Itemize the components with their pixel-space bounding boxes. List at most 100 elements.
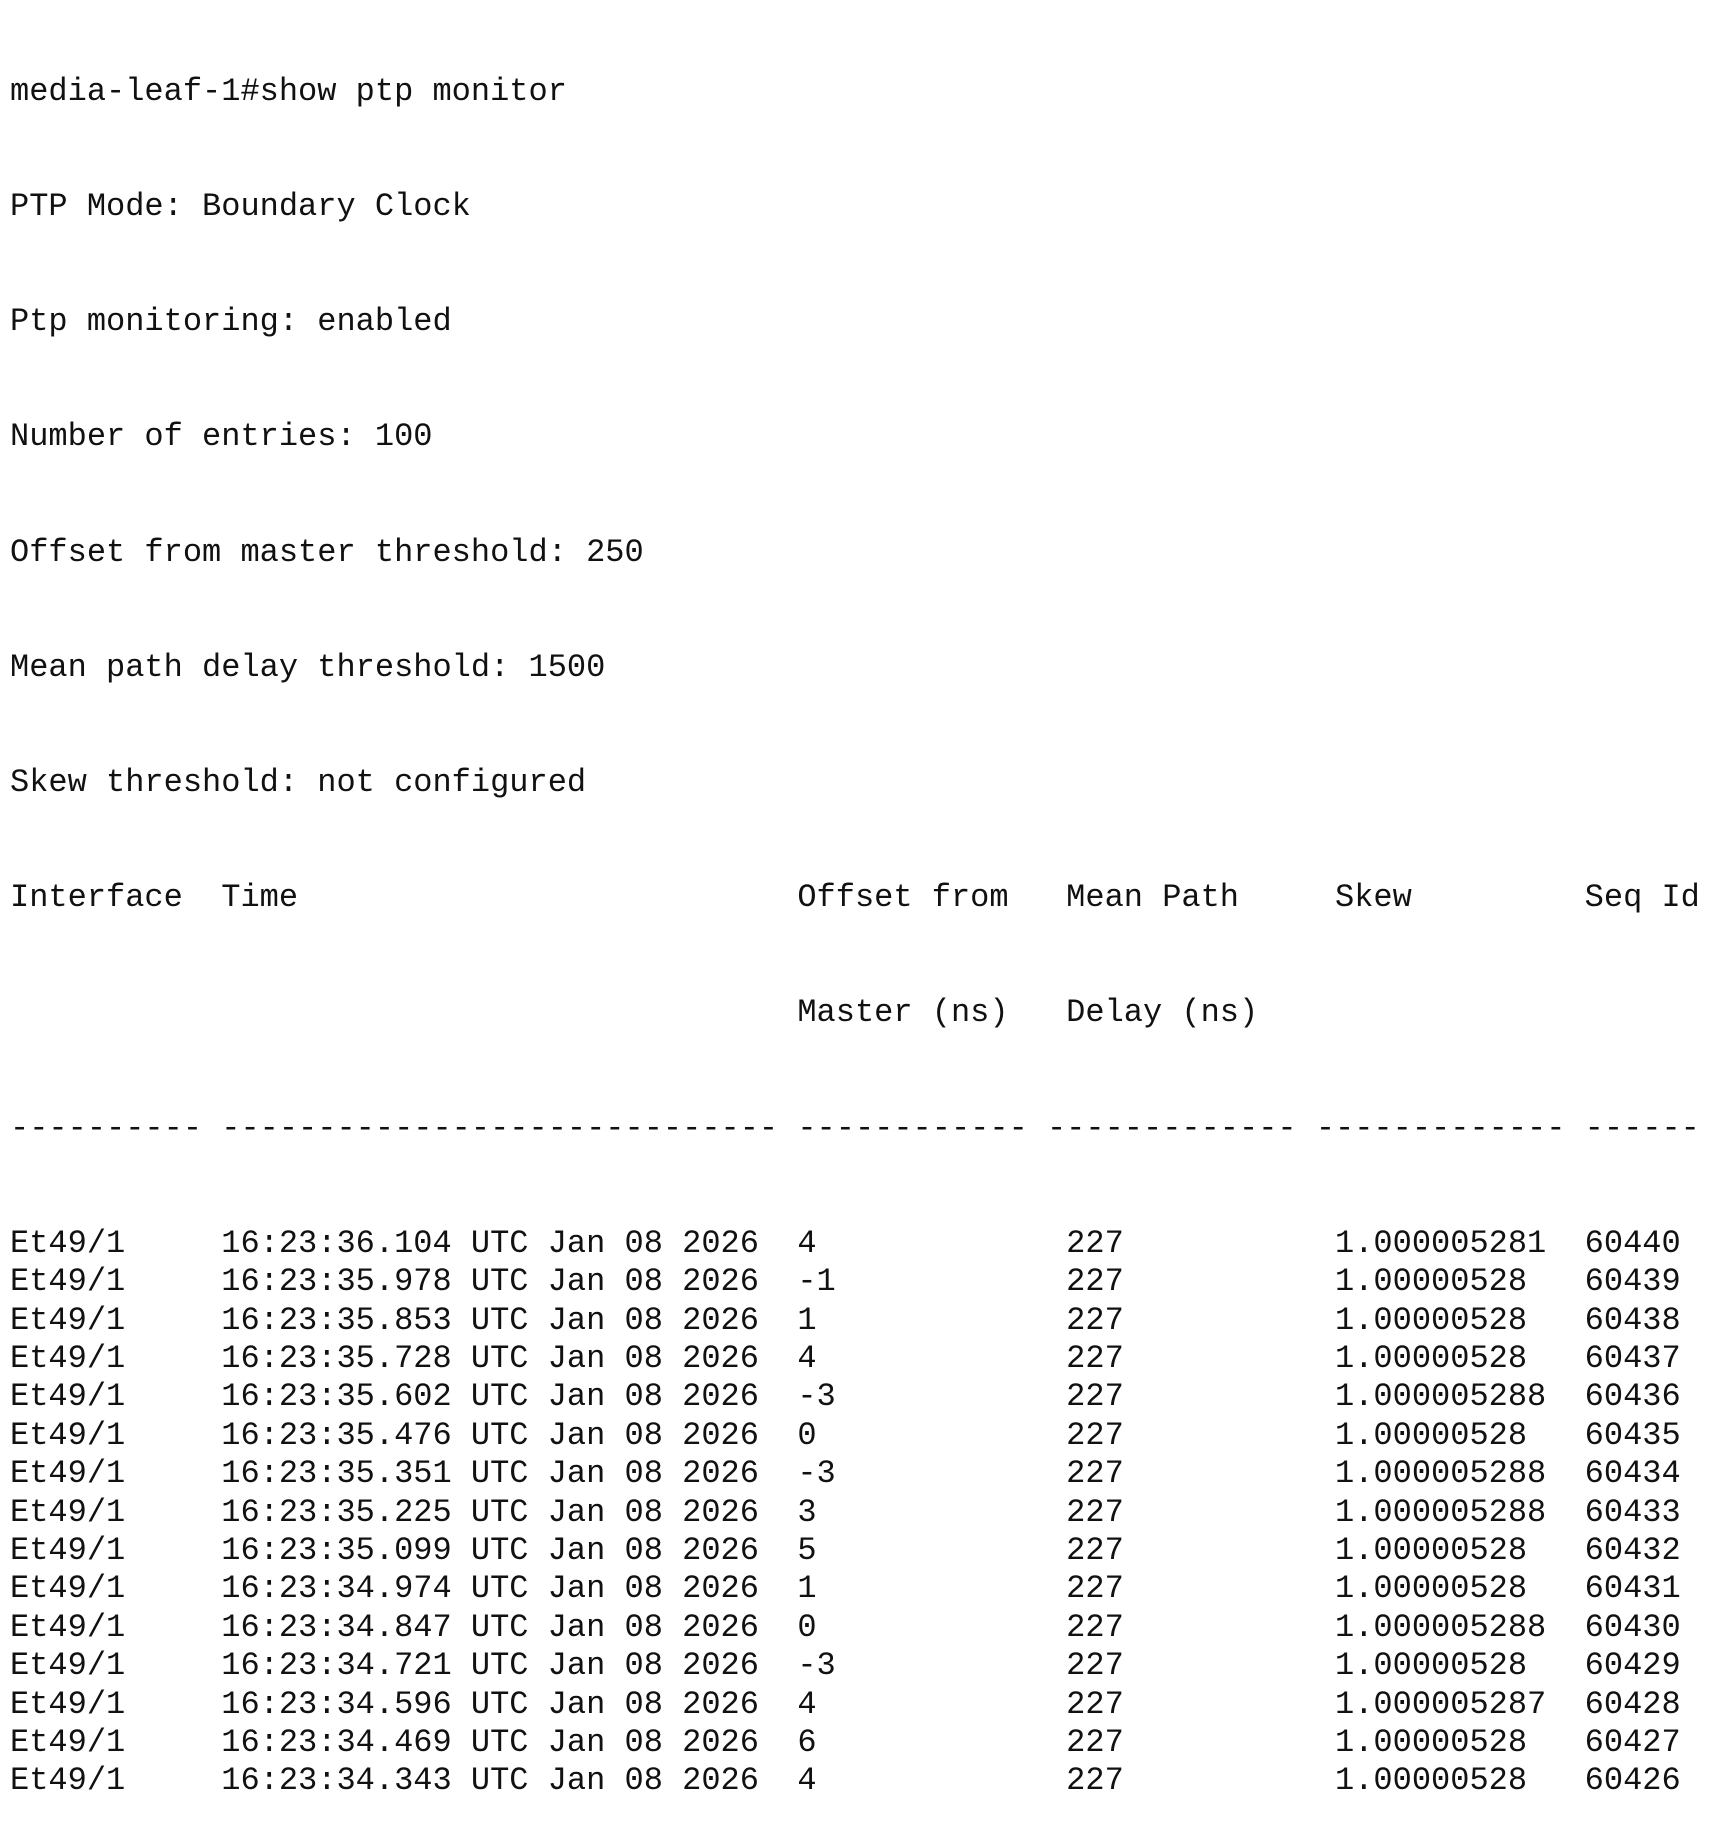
separator: ---------- bbox=[10, 1109, 203, 1147]
cell-seq-id: 60436 bbox=[1584, 1378, 1681, 1416]
cell-offset: 0 bbox=[797, 1608, 817, 1646]
header-mean-path: Mean Path bbox=[1066, 879, 1239, 917]
cell-skew: 1.00000528 bbox=[1335, 1762, 1528, 1800]
table-row: Et49/1 16:23:34.974 UTC Jan 08 2026 1 227 1.… bbox=[10, 1570, 1681, 1608]
number-of-entries-line: Number of entries: 100 bbox=[10, 418, 433, 456]
cell-seq-id: 60428 bbox=[1584, 1685, 1681, 1723]
cell-seq-id: 60426 bbox=[1584, 1762, 1681, 1800]
cell-seq-id: 60431 bbox=[1584, 1570, 1681, 1608]
mean-path-delay-threshold-line: Mean path delay threshold: 1500 bbox=[10, 648, 606, 686]
cell-mean-path-delay: 227 bbox=[1066, 1416, 1124, 1454]
cell-interface: Et49/1 bbox=[10, 1416, 126, 1454]
cell-time: 16:23:34.596 UTC Jan 08 2026 bbox=[221, 1685, 759, 1723]
cell-seq-id: 60434 bbox=[1584, 1455, 1681, 1493]
cell-mean-path-delay: 227 bbox=[1066, 1685, 1124, 1723]
table-row: Et49/1 16:23:36.104 UTC Jan 08 2026 4 227 1.… bbox=[10, 1225, 1681, 1263]
cell-skew: 1.00000528 bbox=[1335, 1647, 1528, 1685]
cell-skew: 1.00000528 bbox=[1335, 1723, 1528, 1761]
offset-threshold-line: Offset from master threshold: 250 bbox=[10, 533, 644, 571]
cell-skew: 1.00000528 bbox=[1335, 1340, 1528, 1378]
cell-time: 16:23:34.721 UTC Jan 08 2026 bbox=[221, 1647, 759, 1685]
cell-offset: 4 bbox=[797, 1340, 817, 1378]
cell-mean-path-delay: 227 bbox=[1066, 1340, 1124, 1378]
cell-mean-path-delay: 227 bbox=[1066, 1647, 1124, 1685]
cell-skew: 1.00000528 bbox=[1335, 1301, 1528, 1339]
header-interface: Interface bbox=[10, 879, 183, 917]
cell-skew: 1.000005288 bbox=[1335, 1493, 1547, 1531]
cell-seq-id: 60429 bbox=[1584, 1647, 1681, 1685]
header-time: Time bbox=[221, 879, 299, 917]
cell-interface: Et49/1 bbox=[10, 1608, 126, 1646]
header-offset: Offset from bbox=[797, 879, 1009, 917]
command-prompt-line: media-leaf-1#show ptp monitor bbox=[10, 72, 567, 110]
cell-mean-path-delay: 227 bbox=[1066, 1723, 1124, 1761]
terminal-output[interactable]: media-leaf-1#show ptp monitor PTP Mode: … bbox=[10, 0, 1700, 1839]
cell-interface: Et49/1 bbox=[10, 1685, 126, 1723]
cell-offset: 1 bbox=[797, 1570, 817, 1608]
skew-threshold-line: Skew threshold: not configured bbox=[10, 764, 587, 802]
cell-mean-path-delay: 227 bbox=[1066, 1301, 1124, 1339]
cell-mean-path-delay: 227 bbox=[1066, 1378, 1124, 1416]
table-separator: ---------- -----------------------------… bbox=[10, 1109, 1700, 1148]
cell-mean-path-delay: 227 bbox=[1066, 1531, 1124, 1569]
cell-time: 16:23:36.104 UTC Jan 08 2026 bbox=[221, 1224, 759, 1262]
cell-interface: Et49/1 bbox=[10, 1762, 126, 1800]
cell-interface: Et49/1 bbox=[10, 1531, 126, 1569]
header-mean-path-unit: Delay (ns) bbox=[1066, 994, 1259, 1032]
table-row: Et49/1 16:23:35.225 UTC Jan 08 2026 3 227 1.… bbox=[10, 1493, 1681, 1532]
cell-time: 16:23:35.853 UTC Jan 08 2026 bbox=[221, 1301, 759, 1339]
cell-time: 16:23:35.099 UTC Jan 08 2026 bbox=[221, 1531, 759, 1569]
cell-mean-path-delay: 227 bbox=[1066, 1762, 1124, 1800]
cell-interface: Et49/1 bbox=[10, 1263, 126, 1301]
cell-seq-id: 60433 bbox=[1584, 1493, 1681, 1531]
separator: ------------- bbox=[1046, 1109, 1297, 1147]
table-body: Et49/1 16:23:36.104 UTC Jan 08 2026 4 227 1.… bbox=[10, 1225, 1681, 1801]
cell-mean-path-delay: 227 bbox=[1066, 1570, 1124, 1608]
cell-offset: 0 bbox=[797, 1416, 817, 1454]
cell-mean-path-delay: 227 bbox=[1066, 1455, 1124, 1493]
cell-offset: 1 bbox=[797, 1301, 817, 1339]
cell-time: 16:23:35.225 UTC Jan 08 2026 bbox=[221, 1493, 759, 1531]
table-header-line-2: Master (ns) Delay (ns) bbox=[10, 994, 1258, 1032]
header-skew: Skew bbox=[1335, 879, 1412, 917]
cell-time: 16:23:34.847 UTC Jan 08 2026 bbox=[221, 1608, 759, 1646]
cell-skew: 1.000005287 bbox=[1335, 1685, 1547, 1723]
table-row: Et49/1 16:23:34.596 UTC Jan 08 2026 4 227 1.… bbox=[10, 1685, 1681, 1724]
cell-offset: -3 bbox=[797, 1378, 836, 1416]
cell-skew: 1.00000528 bbox=[1335, 1531, 1528, 1569]
cell-skew: 1.000005288 bbox=[1335, 1455, 1547, 1493]
cell-seq-id: 60427 bbox=[1584, 1723, 1681, 1761]
cell-interface: Et49/1 bbox=[10, 1647, 126, 1685]
cell-skew: 1.000005288 bbox=[1335, 1608, 1547, 1646]
cell-interface: Et49/1 bbox=[10, 1493, 126, 1531]
table-row: Et49/1 16:23:34.469 UTC Jan 08 2026 6 227 1.… bbox=[10, 1724, 1681, 1762]
cell-interface: Et49/1 bbox=[10, 1570, 126, 1608]
cell-time: 16:23:35.476 UTC Jan 08 2026 bbox=[221, 1416, 759, 1454]
cell-offset: 6 bbox=[797, 1723, 817, 1761]
cell-mean-path-delay: 227 bbox=[1066, 1224, 1124, 1262]
cell-skew: 1.000005288 bbox=[1335, 1378, 1547, 1416]
separator: ------------ bbox=[797, 1109, 1028, 1147]
cell-mean-path-delay: 227 bbox=[1066, 1263, 1124, 1301]
table-row: Et49/1 16:23:34.847 UTC Jan 08 2026 0 227 1.… bbox=[10, 1608, 1681, 1647]
cell-offset: 5 bbox=[797, 1531, 817, 1569]
cell-offset: -3 bbox=[797, 1647, 836, 1685]
table-header-line-1: Interface Time Offset from Mean Path Ske… bbox=[10, 879, 1700, 917]
cell-time: 16:23:34.974 UTC Jan 08 2026 bbox=[221, 1570, 759, 1608]
cell-skew: 1.00000528 bbox=[1335, 1570, 1528, 1608]
cell-offset: 4 bbox=[797, 1685, 817, 1723]
cell-offset: -1 bbox=[797, 1263, 836, 1301]
cell-mean-path-delay: 227 bbox=[1066, 1493, 1124, 1531]
header-offset-unit: Master (ns) bbox=[797, 994, 1009, 1032]
cell-seq-id: 60435 bbox=[1584, 1416, 1681, 1454]
table-row: Et49/1 16:23:35.853 UTC Jan 08 2026 1 227 1.… bbox=[10, 1301, 1681, 1340]
ptp-mode-line: PTP Mode: Boundary Clock bbox=[10, 188, 471, 226]
table-row: Et49/1 16:23:35.602 UTC Jan 08 2026 -3 227 1… bbox=[10, 1378, 1681, 1416]
cell-time: 16:23:35.728 UTC Jan 08 2026 bbox=[221, 1340, 759, 1378]
header-seq-id: Seq Id bbox=[1584, 879, 1700, 917]
table-row: Et49/1 16:23:35.728 UTC Jan 08 2026 4 227 1.… bbox=[10, 1340, 1681, 1378]
cell-interface: Et49/1 bbox=[10, 1301, 126, 1339]
cell-offset: -3 bbox=[797, 1455, 836, 1493]
cell-seq-id: 60430 bbox=[1584, 1608, 1681, 1646]
cell-mean-path-delay: 227 bbox=[1066, 1608, 1124, 1646]
